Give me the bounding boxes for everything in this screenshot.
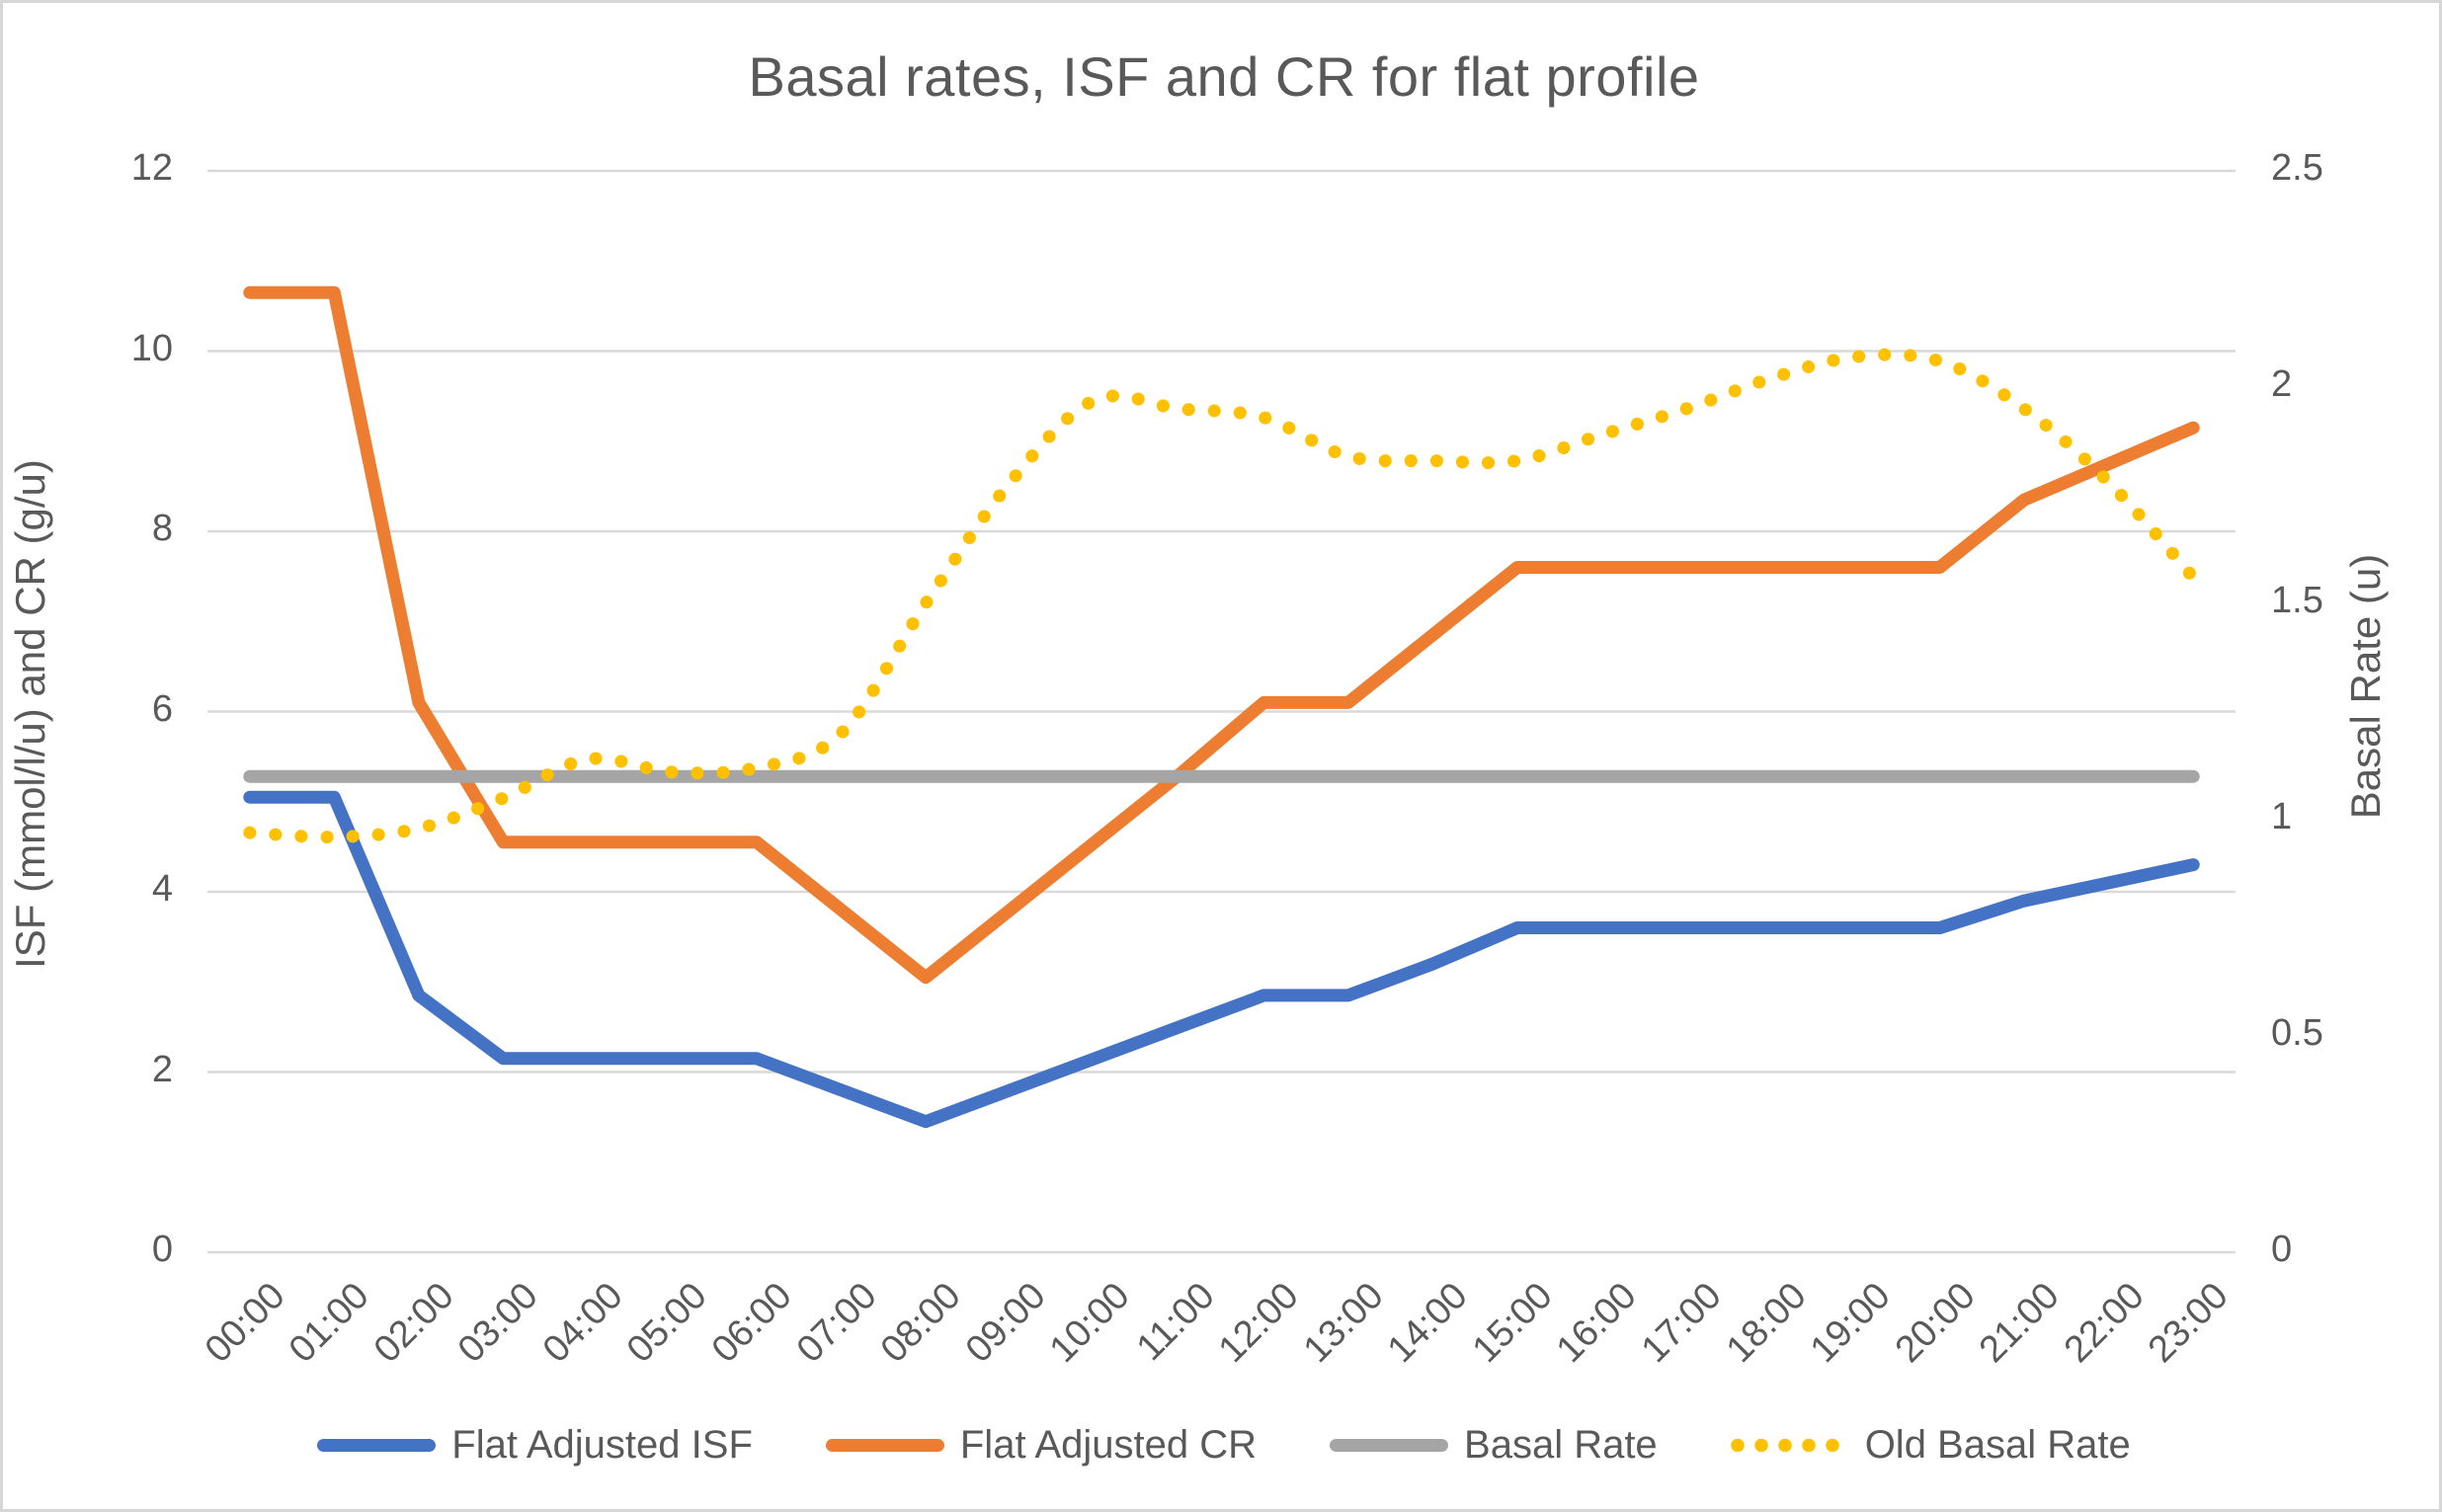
legend-marker-line — [1330, 1439, 1449, 1452]
left-axis-tick: 8 — [151, 508, 173, 549]
left-axis-tick: 2 — [151, 1048, 173, 1090]
series-flat-adjusted-isf — [243, 790, 2200, 1129]
legend-item-old-basal-rate: Old Basal Rate — [1730, 1423, 2131, 1468]
series-old-basal-rate — [243, 348, 2200, 844]
legend-item-flat-adjusted-isf: Flat Adjusted ISF — [317, 1423, 753, 1468]
legend: Flat Adjusted ISF Flat Adjusted CR Basal R… — [3, 1423, 2439, 1468]
series-flat-adjusted-cr — [243, 285, 2200, 985]
chart-title: Basal rates, ISF and CR for flat profile — [748, 45, 1700, 108]
legend-marker-line — [317, 1439, 437, 1452]
left-axis-tick: 10 — [130, 327, 173, 369]
right-axis-tick: 0 — [2271, 1229, 2293, 1270]
legend-label: Old Basal Rate — [1864, 1423, 2131, 1467]
left-axis-tick: 4 — [151, 868, 173, 910]
legend-item-flat-adjusted-cr: Flat Adjusted CR — [825, 1423, 1258, 1468]
legend-item-basal-rate: Basal Rate — [1330, 1423, 1658, 1468]
right-axis-tick: 0.5 — [2271, 1012, 2323, 1054]
legend-label: Basal Rate — [1464, 1423, 1658, 1467]
legend-label: Flat Adjusted CR — [959, 1423, 1258, 1467]
legend-marker-dotted-line — [1730, 1439, 1849, 1452]
left-axis-tick: 12 — [130, 147, 173, 189]
right-axis-tick: 2.5 — [2271, 147, 2323, 189]
left-axis-tick: 6 — [151, 687, 173, 730]
right-axis-tick: 2 — [2271, 363, 2293, 405]
left-axis-tick: 0 — [151, 1229, 173, 1270]
legend-label: Flat Adjusted ISF — [451, 1423, 753, 1467]
right-axis-tick: 1 — [2271, 796, 2293, 837]
plot-area — [207, 169, 2236, 1254]
right-axis-tick: 1.5 — [2271, 580, 2323, 621]
legend-marker-line — [825, 1439, 944, 1452]
